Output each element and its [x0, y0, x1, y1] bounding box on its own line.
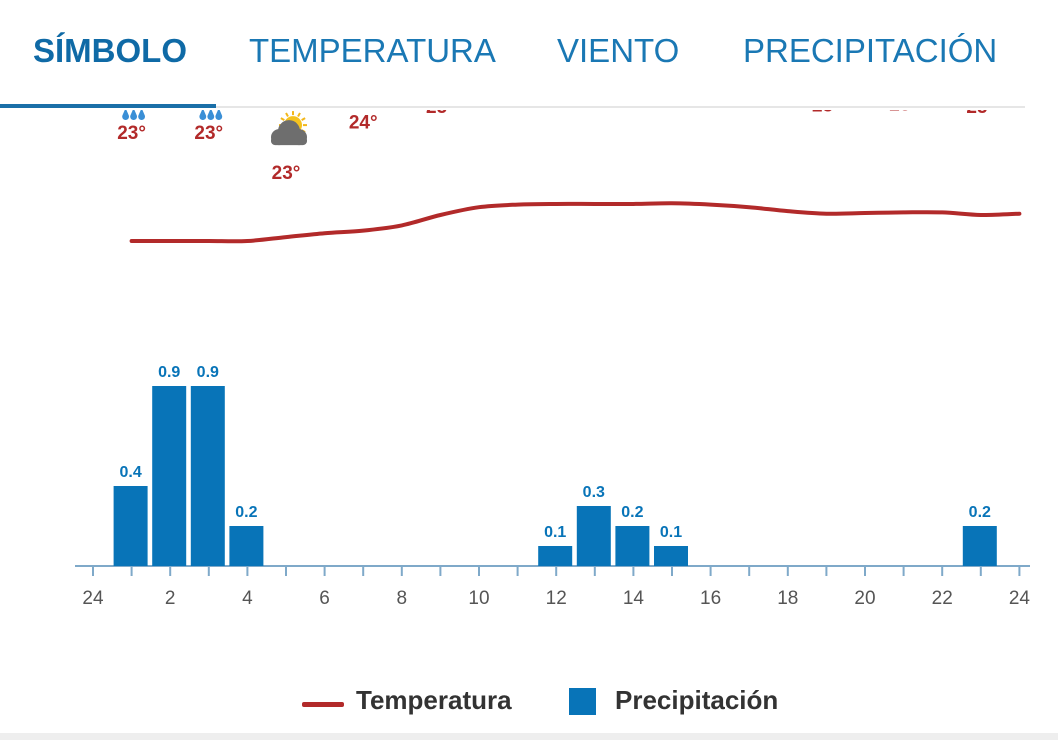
- symbol-temperature-label: 25°: [889, 110, 918, 115]
- rain-cloud-sun-icon: [199, 110, 223, 120]
- precipitation-bar: [576, 506, 611, 566]
- bottom-edge: [0, 733, 1058, 740]
- symbol-temperature-label: 25°: [426, 110, 455, 118]
- precipitation-value-label: 0.3: [583, 484, 605, 501]
- symbol-temperature-label: 25°: [966, 110, 995, 118]
- precipitation-bar: [654, 546, 688, 566]
- symbol-temperature-label: 23°: [194, 123, 223, 144]
- tab-viento[interactable]: VIENTO: [557, 32, 680, 69]
- x-tick-label: 8: [397, 588, 408, 609]
- precipitation-value-label: 0.9: [197, 364, 219, 381]
- symbol-temperature-label: 24°: [349, 113, 378, 134]
- precipitation-bar: [152, 386, 187, 566]
- precipitation-value-label: 0.2: [969, 504, 991, 521]
- symbol-temperature-label: 23°: [272, 163, 301, 184]
- legend-precipitation-swatch: [569, 688, 596, 715]
- precipitation-value-label: 0.9: [158, 364, 180, 381]
- precipitation-value-label: 0.1: [660, 524, 682, 541]
- tab-precipitacion[interactable]: PRECIPITACIÓN: [743, 32, 998, 69]
- precipitation-value-label: 0.4: [119, 464, 141, 481]
- x-tick-label: 22: [932, 588, 953, 609]
- active-tab-indicator: [0, 104, 216, 108]
- precipitation-value-label: 0.2: [621, 504, 643, 521]
- temperature-line: [129, 201, 1022, 244]
- precipitation-bar: [615, 526, 650, 566]
- x-tick-label: 6: [319, 588, 330, 609]
- precipitation-bar: [113, 486, 148, 566]
- x-tick-label: 16: [700, 588, 721, 609]
- legend-temperature-label: Temperatura: [356, 685, 512, 715]
- x-tick-label: 12: [546, 588, 567, 609]
- rain-cloud-sun-icon: [122, 110, 145, 120]
- precipitation-bar: [229, 526, 264, 566]
- x-tick-label: 2: [165, 588, 176, 609]
- x-tick-label: 14: [623, 588, 645, 609]
- tab-simbolo[interactable]: SÍMBOLO: [33, 32, 187, 69]
- weather-chart: 24 2 4 6 8 10 12 14 16 18 20 22 240.40.9 0.90.20.10.3…: [75, 110, 1031, 609]
- precipitation-value-label: 0.2: [235, 504, 257, 521]
- x-tick-label: 20: [854, 588, 875, 609]
- tab-bar: SÍMBOLO TEMPERATURA VIENTO PRECIPITACIÓN: [0, 0, 1025, 108]
- x-tick-label: 24: [82, 588, 104, 609]
- symbol-temperature-label: 25°: [812, 110, 841, 117]
- cloudy-icon: [271, 111, 307, 146]
- symbol-temperature-label: 23°: [117, 123, 146, 144]
- x-tick-label: 4: [242, 588, 253, 609]
- x-tick-label: 18: [777, 588, 798, 609]
- x-tick-label: 10: [468, 588, 489, 609]
- legend-temperature-line: [302, 702, 344, 707]
- precipitation-bar: [538, 546, 573, 566]
- legend-precipitation-label: Precipitación: [615, 685, 779, 715]
- precipitation-bar: [190, 386, 225, 566]
- precipitation-value-label: 0.1: [544, 524, 566, 541]
- x-tick-label: 24: [1009, 588, 1031, 609]
- precipitation-bar: [962, 526, 997, 566]
- tab-temperatura[interactable]: TEMPERATURA: [249, 32, 496, 69]
